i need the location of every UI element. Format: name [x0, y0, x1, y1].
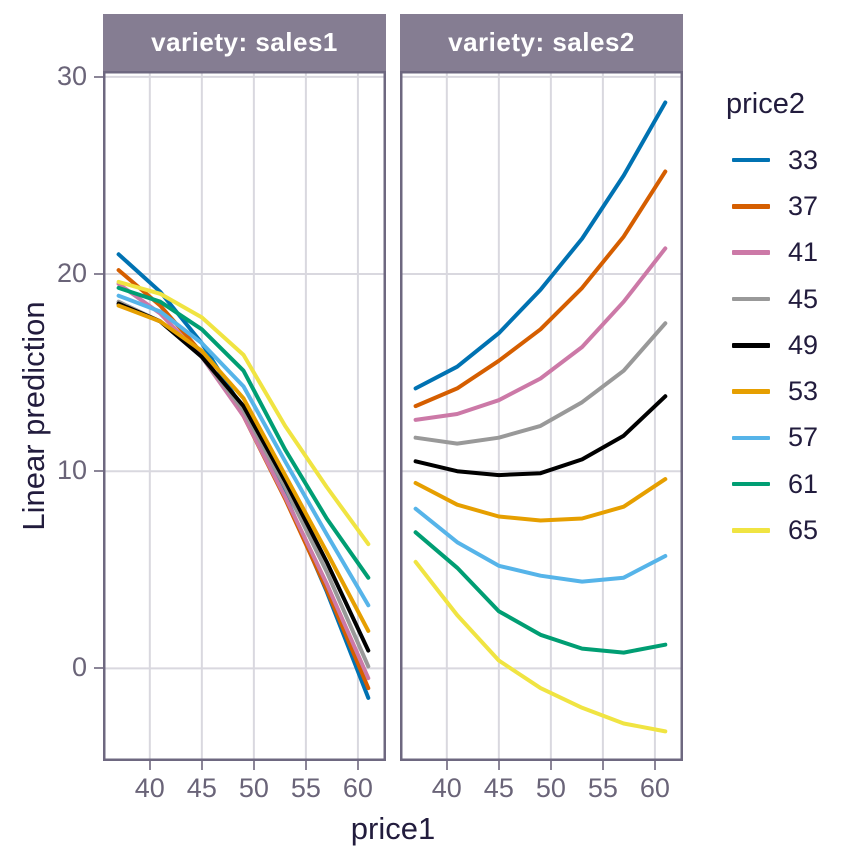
legend-item-label: 57	[788, 422, 819, 453]
legend-item-label: 33	[788, 144, 819, 175]
legend: price2 33 37 41 45 49 53 57 61 65	[712, 0, 864, 600]
x-tick-label: 50	[238, 773, 269, 803]
x-axis-sales2: 40 45 50 55 60	[400, 761, 683, 831]
x-axis-title: price1	[350, 811, 436, 846]
y-tick-label: 30	[56, 60, 87, 91]
legend-swatch-65	[732, 528, 770, 533]
x-tick-mark	[356, 761, 359, 770]
x-tick-mark	[653, 761, 656, 770]
legend-swatch-45	[732, 296, 770, 302]
series-line-65	[116, 279, 371, 547]
legend-item-45: 45	[712, 276, 864, 322]
facet-strip-sales1: variety: sales1	[103, 14, 386, 71]
legend-item-37: 37	[712, 183, 864, 229]
series-line-61	[413, 530, 668, 655]
x-tick-mark	[601, 761, 604, 770]
x-tick-mark	[497, 761, 500, 770]
legend-item-53: 53	[712, 368, 864, 414]
facet-sales1: variety: sales1 40 45 50 55 60	[103, 14, 386, 803]
series-line-41	[413, 246, 668, 422]
legend-item-57: 57	[712, 415, 864, 461]
series-line-49	[413, 394, 668, 478]
y-tick-mark	[94, 273, 103, 276]
series-line-57	[116, 293, 371, 608]
legend-item-label: 41	[788, 237, 819, 268]
legend-swatch-49	[732, 343, 770, 348]
legend-swatch-37	[732, 204, 770, 209]
x-tick-mark	[200, 761, 203, 770]
series-line-45	[413, 321, 668, 446]
plot-area-sales2	[400, 71, 683, 761]
legend-swatch-57	[732, 435, 770, 441]
series-line-37	[413, 169, 668, 409]
x-tick-mark	[445, 761, 448, 770]
legend-item-33: 33	[712, 137, 864, 183]
facet-strip-sales2: variety: sales2	[400, 14, 683, 71]
series-line-41	[116, 281, 371, 681]
legend-item-label: 37	[788, 190, 819, 221]
legend-item-label: 65	[788, 515, 819, 546]
legend-item-41: 41	[712, 230, 864, 276]
x-tick-mark	[549, 761, 552, 770]
x-tick-label: 50	[535, 773, 566, 803]
legend-item-65: 65	[712, 507, 864, 553]
x-tick-label: 40	[134, 773, 165, 803]
y-tick-label: 10	[56, 455, 87, 486]
y-tick-mark	[94, 75, 103, 78]
y-tick-mark	[94, 470, 103, 473]
panel-border	[103, 71, 386, 761]
y-tick-label: 20	[56, 257, 87, 288]
legend-swatch-53	[732, 389, 770, 394]
x-tick-label: 60	[639, 773, 670, 803]
legend-item-49: 49	[712, 322, 864, 368]
legend-item-label: 53	[788, 376, 819, 407]
legend-swatch-61	[732, 481, 770, 487]
facet-sales2: variety: sales2 40 45 50 55 60	[400, 14, 683, 803]
series-line-65	[413, 559, 668, 734]
y-tick-label: 0	[71, 652, 87, 683]
x-tick-label: 45	[186, 773, 217, 803]
x-tick-mark	[252, 761, 255, 770]
series-line-37	[116, 268, 371, 691]
legend-items: 33 37 41 45 49 53 57 61 65	[712, 137, 864, 554]
x-tick-label: 55	[290, 773, 321, 803]
series-line-53	[116, 303, 371, 633]
legend-item-label: 49	[788, 329, 819, 360]
x-tick-label: 40	[431, 773, 462, 803]
x-tick-label: 60	[342, 773, 373, 803]
series-line-53	[413, 477, 668, 523]
series-line-57	[413, 506, 668, 584]
x-tick-mark	[304, 761, 307, 770]
plot-area-sales1	[103, 71, 386, 761]
legend-title: price2	[726, 88, 805, 120]
x-axis-sales1: 40 45 50 55 60	[103, 761, 386, 831]
legend-item-label: 61	[788, 468, 819, 499]
legend-item-61: 61	[712, 461, 864, 507]
x-tick-label: 55	[587, 773, 618, 803]
x-tick-mark	[148, 761, 151, 770]
y-axis: 0 10 20 30	[0, 61, 103, 761]
legend-item-label: 45	[788, 283, 819, 314]
legend-swatch-33	[732, 157, 770, 163]
legend-swatch-41	[732, 250, 770, 255]
series-line-33	[413, 100, 668, 391]
panel-border	[400, 71, 683, 761]
x-tick-label: 45	[483, 773, 514, 803]
series-line-61	[116, 285, 371, 580]
y-tick-mark	[94, 667, 103, 670]
